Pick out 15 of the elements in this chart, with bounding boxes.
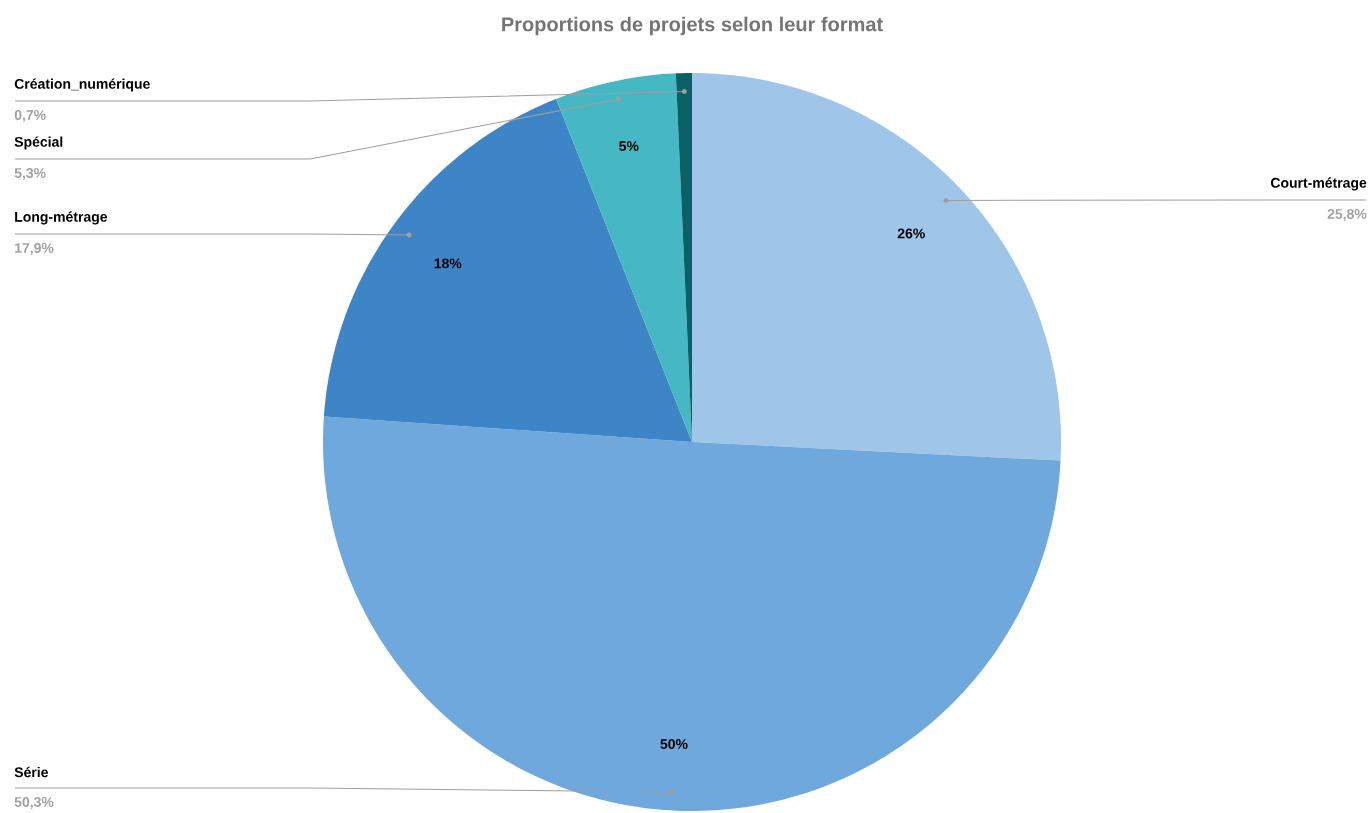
data-label: 5,3% <box>14 168 46 180</box>
slice-label: Court-métrage <box>1270 177 1367 191</box>
slice-label: Spécial <box>14 136 63 150</box>
slice-label: Série <box>14 766 48 778</box>
text: 50% <box>660 739 688 749</box>
data-label: 50,3% <box>14 797 54 809</box>
data-label: 17,9% <box>15 243 54 255</box>
slice-label: Création_numérique <box>14 78 150 92</box>
text: 26% <box>897 228 925 239</box>
slice-label: Long-métrage <box>15 211 108 225</box>
data-label: 0,7% <box>14 110 46 122</box>
text: 18% <box>434 258 462 269</box>
chart-title: Proportions de projets selon leur format <box>502 16 883 36</box>
data-label: 25,8% <box>1327 209 1367 221</box>
text: 5% <box>619 141 639 152</box>
